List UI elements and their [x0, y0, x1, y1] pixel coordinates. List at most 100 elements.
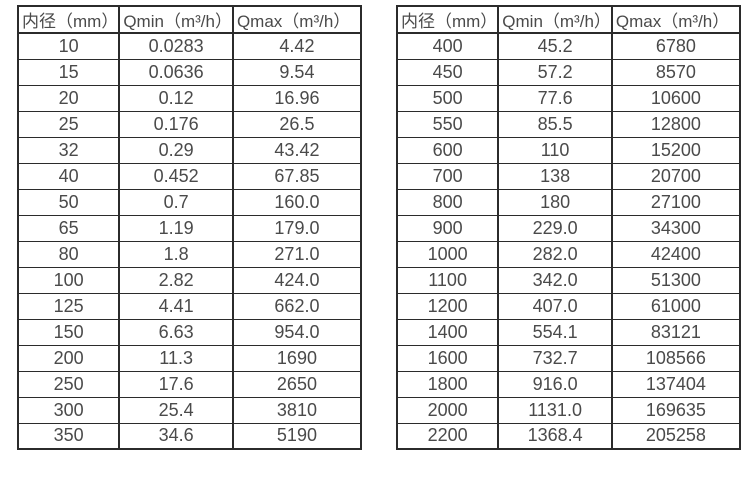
- table-row: 1600 732.7 108566: [395, 344, 741, 372]
- table-row: 1800 916.0 137404: [395, 370, 741, 398]
- table-row: 2000 1131.0 169635: [395, 396, 741, 424]
- table-row: 800 180 27100: [395, 188, 741, 216]
- table-cell: 400: [395, 32, 500, 60]
- table-row: 15 0.0636 9.54: [16, 58, 362, 86]
- table-row: 20 0.12 16.96: [16, 84, 362, 112]
- table-cell: 1690: [231, 344, 362, 372]
- table-cell: 169635: [610, 396, 741, 424]
- table-cell: 350: [16, 422, 121, 450]
- flow-rate-table-left: 内径（mm） Qmin（m³/h） Qmax（m³/h） 10 0.0283 4.42 15…: [16, 5, 362, 450]
- table-cell: 77.6: [497, 84, 613, 112]
- table-cell: 27100: [610, 188, 741, 216]
- table-cell: 80: [16, 240, 121, 268]
- table-cell: 1400: [395, 318, 500, 346]
- table-cell: 15: [16, 58, 121, 86]
- table-cell: 1600: [395, 344, 500, 372]
- table-cell: 0.0636: [118, 58, 234, 86]
- table-cell: 4.42: [231, 32, 362, 60]
- header-row: 内径（mm） Qmin（m³/h） Qmax（m³/h）: [395, 5, 741, 34]
- flow-rate-tables-container: 内径（mm） Qmin（m³/h） Qmax（m³/h） 10 0.0283 4.42 15…: [16, 5, 741, 450]
- table-cell: 1100: [395, 266, 500, 294]
- table-row: 900 229.0 34300: [395, 214, 741, 242]
- table-cell: 1000: [395, 240, 500, 268]
- header-cell-0: 内径（mm）: [16, 5, 121, 34]
- table-cell: 2000: [395, 396, 500, 424]
- table-cell: 554.1: [497, 318, 613, 346]
- table-cell: 205258: [610, 422, 741, 450]
- table-row: 350 34.6 5190: [16, 422, 362, 450]
- table-row: 10 0.0283 4.42: [16, 32, 362, 60]
- table-row: 2200 1368.4 205258: [395, 422, 741, 450]
- table-cell: 1368.4: [497, 422, 613, 450]
- table-cell: 662.0: [231, 292, 362, 320]
- table-cell: 180: [497, 188, 613, 216]
- table-cell: 10: [16, 32, 121, 60]
- table-cell: 65: [16, 214, 121, 242]
- table-row: 50 0.7 160.0: [16, 188, 362, 216]
- table-row: 65 1.19 179.0: [16, 214, 362, 242]
- table-row: 200 11.3 1690: [16, 344, 362, 372]
- table-cell: 600: [395, 136, 500, 164]
- table-cell: 1.19: [118, 214, 234, 242]
- table-cell: 15200: [610, 136, 741, 164]
- table-cell: 100: [16, 266, 121, 294]
- table-cell: 150: [16, 318, 121, 346]
- table-row: 600 110 15200: [395, 136, 741, 164]
- table-cell: 0.452: [118, 162, 234, 190]
- table-row: 450 57.2 8570: [395, 58, 741, 86]
- table-cell: 83121: [610, 318, 741, 346]
- table-cell: 1200: [395, 292, 500, 320]
- table-cell: 51300: [610, 266, 741, 294]
- table-row: 25 0.176 26.5: [16, 110, 362, 138]
- table-cell: 179.0: [231, 214, 362, 242]
- table-cell: 138: [497, 162, 613, 190]
- table-cell: 0.29: [118, 136, 234, 164]
- table-cell: 137404: [610, 370, 741, 398]
- table-cell: 550: [395, 110, 500, 138]
- table-cell: 10600: [610, 84, 741, 112]
- table-cell: 954.0: [231, 318, 362, 346]
- table-cell: 0.176: [118, 110, 234, 138]
- table-cell: 1800: [395, 370, 500, 398]
- flow-rate-table-right: 内径（mm） Qmin（m³/h） Qmax（m³/h） 400 45.2 6780 450…: [395, 5, 741, 450]
- table-cell: 229.0: [497, 214, 613, 242]
- table-cell: 2.82: [118, 266, 234, 294]
- table-cell: 42400: [610, 240, 741, 268]
- table-cell: 17.6: [118, 370, 234, 398]
- table-cell: 34300: [610, 214, 741, 242]
- table-cell: 11.3: [118, 344, 234, 372]
- table-row: 1000 282.0 42400: [395, 240, 741, 268]
- table-cell: 45.2: [497, 32, 613, 60]
- table-cell: 4.41: [118, 292, 234, 320]
- table-cell: 250: [16, 370, 121, 398]
- table-row: 150 6.63 954.0: [16, 318, 362, 346]
- table-row: 80 1.8 271.0: [16, 240, 362, 268]
- table-row: 32 0.29 43.42: [16, 136, 362, 164]
- table-cell: 2200: [395, 422, 500, 450]
- table-cell: 110: [497, 136, 613, 164]
- table-cell: 50: [16, 188, 121, 216]
- table-cell: 61000: [610, 292, 741, 320]
- table-cell: 25: [16, 110, 121, 138]
- table-cell: 160.0: [231, 188, 362, 216]
- table-row: 100 2.82 424.0: [16, 266, 362, 294]
- table-cell: 1.8: [118, 240, 234, 268]
- table-cell: 0.12: [118, 84, 234, 112]
- table-cell: 2650: [231, 370, 362, 398]
- table-cell: 0.0283: [118, 32, 234, 60]
- table-cell: 40: [16, 162, 121, 190]
- table-cell: 1131.0: [497, 396, 613, 424]
- table-cell: 34.6: [118, 422, 234, 450]
- table-cell: 500: [395, 84, 500, 112]
- table-row: 125 4.41 662.0: [16, 292, 362, 320]
- table-row: 400 45.2 6780: [395, 32, 741, 60]
- table-cell: 732.7: [497, 344, 613, 372]
- table-row: 1200 407.0 61000: [395, 292, 741, 320]
- header-row: 内径（mm） Qmin（m³/h） Qmax（m³/h）: [16, 5, 362, 34]
- table-cell: 108566: [610, 344, 741, 372]
- table-cell: 6780: [610, 32, 741, 60]
- table-cell: 407.0: [497, 292, 613, 320]
- table-cell: 6.63: [118, 318, 234, 346]
- header-cell-0: 内径（mm）: [395, 5, 500, 34]
- table-row: 250 17.6 2650: [16, 370, 362, 398]
